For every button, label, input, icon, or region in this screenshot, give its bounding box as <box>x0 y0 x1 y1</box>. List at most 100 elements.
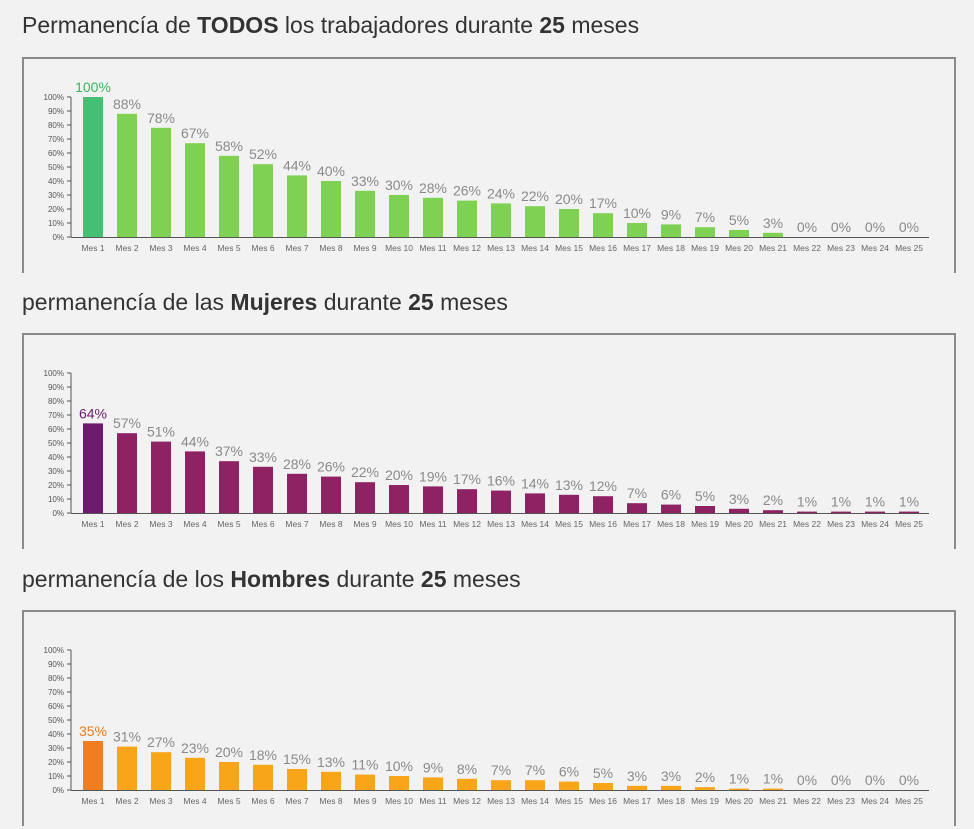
bar <box>117 433 137 513</box>
x-tick-label: Mes 25 <box>895 243 923 253</box>
x-tick-label: Mes 24 <box>861 796 889 806</box>
x-tick-label: Mes 2 <box>115 519 138 529</box>
data-label: 12% <box>589 478 617 494</box>
x-tick-label: Mes 16 <box>589 796 617 806</box>
y-tick-label: 10% <box>48 772 64 781</box>
y-tick-label: 0% <box>52 509 64 518</box>
x-tick-label: Mes 12 <box>453 519 481 529</box>
x-tick-label: Mes 14 <box>521 519 549 529</box>
y-tick-label: 0% <box>52 786 64 795</box>
section-title-mujeres: permanencía de las Mujeres durante 25 me… <box>22 289 508 315</box>
y-tick-label: 90% <box>48 660 64 669</box>
data-label: 10% <box>623 205 651 221</box>
data-label: 22% <box>351 464 379 480</box>
data-label: 9% <box>423 759 443 775</box>
y-tick-label: 10% <box>48 219 64 228</box>
bar <box>83 741 103 790</box>
x-tick-label: Mes 17 <box>623 519 651 529</box>
y-tick-label: 70% <box>48 411 64 420</box>
data-label: 17% <box>589 195 617 211</box>
data-label: 0% <box>899 219 919 235</box>
y-tick-label: 90% <box>48 107 64 116</box>
x-tick-label: Mes 15 <box>555 519 583 529</box>
data-label: 0% <box>797 219 817 235</box>
bar <box>559 209 579 237</box>
y-tick-label: 60% <box>48 425 64 434</box>
data-label: 78% <box>147 110 175 126</box>
bar <box>389 195 409 237</box>
data-label: 27% <box>147 734 175 750</box>
data-label: 8% <box>457 761 477 777</box>
data-label: 51% <box>147 424 175 440</box>
x-tick-label: Mes 9 <box>353 519 376 529</box>
data-label: 3% <box>661 768 681 784</box>
y-tick-label: 20% <box>48 481 64 490</box>
data-label: 20% <box>215 744 243 760</box>
data-label: 0% <box>831 219 851 235</box>
bar <box>83 423 103 513</box>
y-tick-label: 100% <box>44 646 64 655</box>
data-label: 58% <box>215 138 243 154</box>
y-tick-label: 40% <box>48 730 64 739</box>
data-label: 28% <box>419 180 447 196</box>
data-label: 0% <box>899 772 919 788</box>
data-label: 28% <box>283 456 311 472</box>
data-label: 100% <box>75 79 111 95</box>
x-tick-label: Mes 8 <box>319 796 342 806</box>
data-label: 1% <box>763 771 783 787</box>
x-tick-label: Mes 7 <box>285 796 308 806</box>
data-label: 33% <box>351 173 379 189</box>
data-label: 31% <box>113 729 141 745</box>
x-tick-label: Mes 5 <box>217 243 240 253</box>
x-tick-label: Mes 15 <box>555 796 583 806</box>
data-label: 9% <box>661 206 681 222</box>
data-label: 40% <box>317 163 345 179</box>
y-tick-label: 60% <box>48 702 64 711</box>
x-tick-label: Mes 10 <box>385 796 413 806</box>
bar <box>355 190 375 237</box>
bar <box>525 206 545 237</box>
data-label: 22% <box>521 188 549 204</box>
data-label: 7% <box>695 209 715 225</box>
data-label: 6% <box>559 764 579 780</box>
x-tick-label: Mes 1 <box>81 243 104 253</box>
bar <box>151 441 171 513</box>
data-label: 67% <box>181 125 209 141</box>
data-label: 7% <box>491 762 511 778</box>
bar <box>389 776 409 790</box>
y-tick-label: 60% <box>48 149 64 158</box>
chart-hombres: 0% 10% 20% 30% 40% 50% 60% 70% 80% 90% 100% 35% Mes … <box>44 646 929 806</box>
data-label: 7% <box>525 762 545 778</box>
x-tick-label: Mes 9 <box>353 796 376 806</box>
data-label: 37% <box>215 443 243 459</box>
bar <box>627 503 647 513</box>
bar <box>457 778 477 790</box>
bar <box>627 785 647 790</box>
x-tick-label: Mes 13 <box>487 243 515 253</box>
x-tick-label: Mes 16 <box>589 243 617 253</box>
chart-panel-mujeres: 0% 10% 20% 30% 40% 50% 60% 70% 80% 90% 100% 64% Mes … <box>22 333 956 549</box>
data-label: 14% <box>521 475 549 491</box>
x-tick-label: Mes 21 <box>759 243 787 253</box>
x-tick-label: Mes 23 <box>827 243 855 253</box>
section-title-todos: Permanencía de TODOS los trabajadores du… <box>22 12 640 38</box>
data-label: 2% <box>763 492 783 508</box>
y-tick-label: 70% <box>48 135 64 144</box>
bar <box>797 511 817 513</box>
x-tick-label: Mes 1 <box>81 796 104 806</box>
section-title-hombres: permanencía de los Hombres durante 25 me… <box>22 566 521 592</box>
bar <box>763 510 783 513</box>
data-label: 11% <box>352 757 379 773</box>
data-label: 5% <box>593 765 613 781</box>
y-tick-label: 70% <box>48 688 64 697</box>
data-label: 6% <box>661 487 681 503</box>
data-label: 57% <box>113 415 141 431</box>
data-label: 17% <box>453 471 481 487</box>
bar <box>219 461 239 513</box>
bar <box>559 781 579 790</box>
data-label: 1% <box>797 494 817 510</box>
x-tick-label: Mes 20 <box>725 796 753 806</box>
x-tick-label: Mes 11 <box>419 519 447 529</box>
bar <box>355 774 375 790</box>
bar <box>593 783 613 790</box>
